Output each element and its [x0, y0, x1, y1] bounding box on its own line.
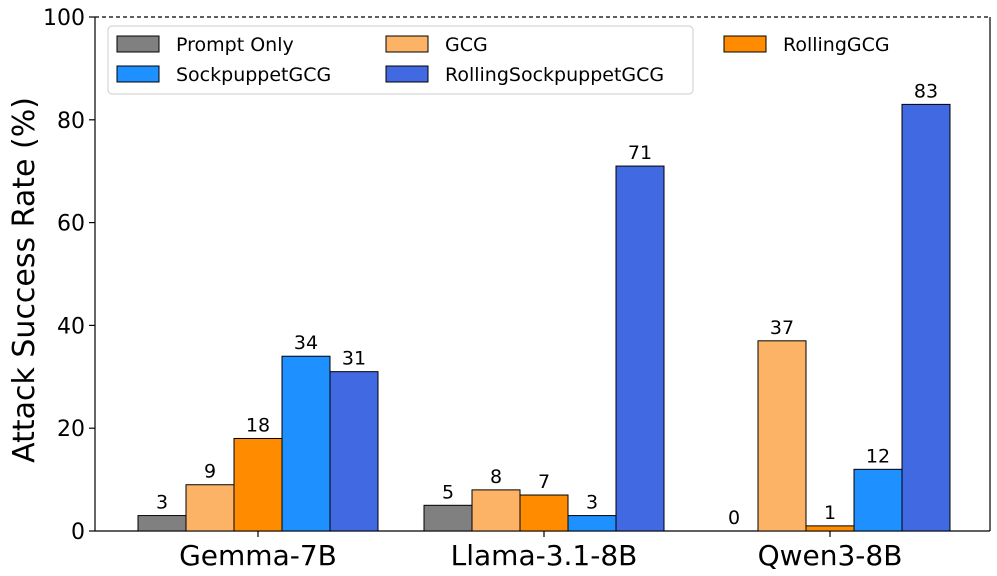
bar-prompt only-llama-3.1-8b — [423, 504, 473, 532]
bar-sockpuppetgcg-llama-3.1-8b — [567, 515, 617, 532]
bar-rollinggcg-llama-3.1-8b — [519, 494, 569, 532]
y-tick-label: 80 — [57, 109, 85, 134]
data-label: 3 — [156, 492, 168, 514]
data-label: 7 — [538, 471, 550, 493]
bar-gcg-llama-3.1-8b — [471, 489, 521, 532]
x-tick-label: Qwen3-8B — [758, 539, 903, 572]
bar-rollingsockpuppetgcg-llama-3.1-8b — [615, 165, 665, 532]
y-axis-label: Attack Success Rate (%) — [7, 97, 42, 463]
bar-rollinggcg-qwen3-8b — [805, 525, 855, 532]
legend-label: Prompt Only — [176, 34, 294, 56]
bar-gcg-gemma-7b — [185, 484, 235, 532]
data-label: 37 — [770, 317, 794, 339]
legend-swatch — [723, 35, 767, 53]
bar-sockpuppetgcg-qwen3-8b — [853, 468, 903, 532]
legend-swatch — [116, 35, 160, 53]
x-tick-label: Llama-3.1-8B — [451, 539, 638, 572]
bar-rollinggcg-gemma-7b — [233, 437, 283, 532]
y-tick-label: 100 — [43, 6, 85, 31]
y-ticks: 0 20 40 60 80 100 — [43, 6, 95, 545]
data-label: 71 — [628, 142, 652, 164]
data-label: 3 — [586, 492, 598, 514]
data-label: 0 — [728, 507, 740, 529]
legend-swatch — [385, 65, 429, 83]
data-label: 9 — [204, 461, 216, 483]
data-label: 8 — [490, 466, 502, 488]
bar-sockpuppetgcg-gemma-7b — [281, 355, 331, 532]
x-ticks: Gemma-7B Llama-3.1-8B Qwen3-8B — [179, 531, 902, 572]
y-tick-label: 60 — [57, 212, 85, 237]
data-label: 31 — [342, 348, 366, 370]
bar-rollingsockpuppetgcg-qwen3-8b — [901, 103, 951, 532]
bars — [137, 103, 951, 532]
y-tick-label: 20 — [57, 417, 85, 442]
bar-prompt only-gemma-7b — [137, 515, 187, 532]
y-tick-label: 40 — [57, 314, 85, 339]
legend-label: SockpuppetGCG — [176, 64, 331, 86]
bar-rollingsockpuppetgcg-gemma-7b — [329, 371, 379, 532]
legend-box — [107, 25, 694, 95]
data-label: 12 — [866, 445, 890, 467]
data-label: 5 — [442, 481, 454, 503]
legend-swatch — [116, 65, 160, 83]
legend-label: GCG — [445, 34, 488, 56]
y-tick-label: 0 — [71, 520, 85, 545]
legend-label: RollingGCG — [783, 34, 890, 56]
data-label: 34 — [294, 332, 318, 354]
x-tick-label: Gemma-7B — [179, 539, 337, 572]
legend-swatch — [385, 35, 429, 53]
bar-gcg-qwen3-8b — [757, 340, 807, 532]
data-label: 83 — [914, 80, 938, 102]
legend: Prompt Only GCG RollingGCG SockpuppetGCG Rol… — [107, 25, 890, 95]
legend-label: RollingSockpuppetGCG — [445, 64, 664, 86]
data-label: 1 — [824, 502, 836, 524]
data-label: 18 — [246, 414, 270, 436]
